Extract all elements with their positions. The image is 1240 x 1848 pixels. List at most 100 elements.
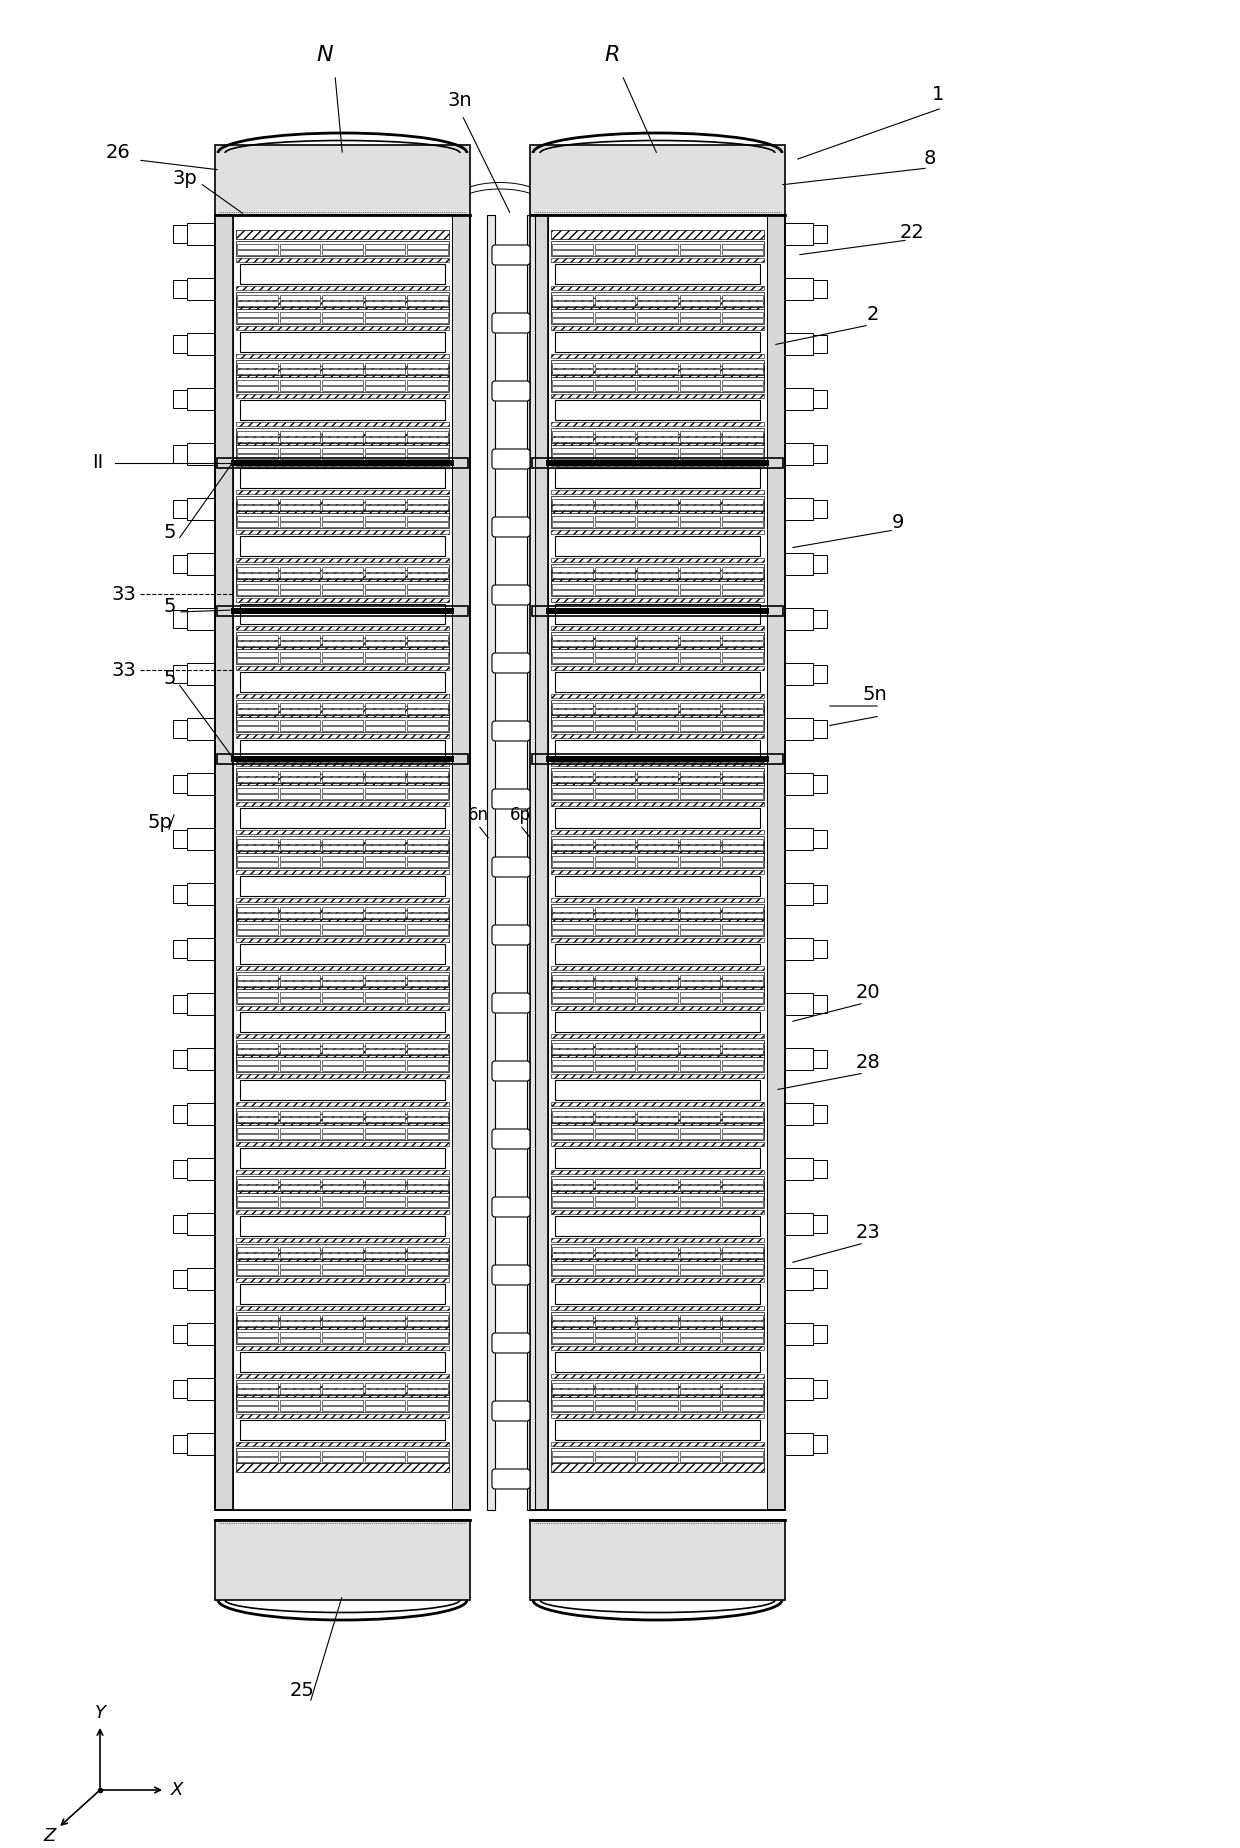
Bar <box>552 573 593 578</box>
Bar <box>241 333 445 351</box>
Bar <box>680 505 720 510</box>
Bar <box>236 580 449 597</box>
Bar <box>551 229 764 238</box>
Bar <box>237 1321 278 1327</box>
Bar <box>637 998 678 1003</box>
Bar <box>723 1264 763 1270</box>
Bar <box>217 754 467 763</box>
Bar <box>551 1397 764 1412</box>
Bar <box>237 856 278 861</box>
Bar <box>408 652 448 658</box>
Text: 8: 8 <box>924 148 936 168</box>
Bar <box>322 1390 363 1393</box>
Bar <box>637 856 678 861</box>
Bar <box>365 312 405 318</box>
Bar <box>241 673 445 691</box>
Text: 5p: 5p <box>148 813 172 832</box>
Bar <box>408 1264 448 1270</box>
Bar <box>237 1401 278 1404</box>
Bar <box>785 553 813 575</box>
Bar <box>241 876 445 896</box>
Bar <box>556 1419 760 1440</box>
Bar <box>365 702 405 708</box>
Bar <box>637 721 678 724</box>
Bar <box>552 710 593 713</box>
Bar <box>595 907 635 913</box>
Bar <box>236 564 449 578</box>
Bar <box>236 429 449 444</box>
Bar <box>551 462 764 466</box>
Bar <box>595 505 635 510</box>
Bar <box>723 296 763 299</box>
Bar <box>556 1353 760 1371</box>
Bar <box>813 941 827 957</box>
Bar <box>236 1260 449 1275</box>
Bar <box>637 436 678 442</box>
Bar <box>680 386 720 392</box>
Bar <box>408 1253 448 1258</box>
Bar <box>595 1201 635 1207</box>
Bar <box>236 1375 449 1379</box>
Bar <box>236 1380 449 1395</box>
Bar <box>637 244 678 249</box>
Bar <box>637 1264 678 1270</box>
Bar <box>813 994 827 1013</box>
Bar <box>237 1451 278 1456</box>
Bar <box>680 1338 720 1343</box>
Bar <box>532 754 782 763</box>
Bar <box>637 1321 678 1327</box>
Bar <box>365 1321 405 1327</box>
Bar <box>279 1401 320 1404</box>
Bar <box>237 658 278 663</box>
Bar <box>365 436 405 442</box>
Bar <box>595 1127 635 1133</box>
Bar <box>551 377 764 392</box>
Bar <box>551 240 764 257</box>
Bar <box>723 312 763 318</box>
Bar <box>365 1135 405 1138</box>
Bar <box>813 1436 827 1453</box>
Bar <box>637 1270 678 1275</box>
Bar <box>723 930 763 935</box>
Bar <box>408 1185 448 1190</box>
Bar <box>723 1042 763 1048</box>
Bar <box>408 1201 448 1207</box>
Bar <box>552 1264 593 1270</box>
Bar <box>236 366 449 375</box>
Bar <box>187 497 215 519</box>
Bar <box>237 710 278 713</box>
FancyBboxPatch shape <box>492 449 529 469</box>
Bar <box>236 1345 449 1351</box>
Bar <box>723 573 763 578</box>
Bar <box>279 658 320 663</box>
Bar <box>236 1114 449 1124</box>
Bar <box>595 839 635 845</box>
Bar <box>556 1013 760 1031</box>
Bar <box>408 1042 448 1048</box>
Bar <box>236 530 449 534</box>
Bar <box>723 776 763 782</box>
Bar <box>785 277 813 299</box>
Bar <box>637 636 678 639</box>
Bar <box>551 1190 764 1199</box>
FancyBboxPatch shape <box>492 312 529 333</box>
Bar <box>680 1247 720 1251</box>
Bar <box>723 652 763 658</box>
Bar <box>551 967 764 970</box>
Bar <box>595 1247 635 1251</box>
Bar <box>552 1382 593 1388</box>
Bar <box>785 608 813 630</box>
Text: 5: 5 <box>164 669 176 687</box>
Bar <box>813 665 827 684</box>
Bar <box>365 771 405 776</box>
Bar <box>595 998 635 1003</box>
Bar <box>551 1183 764 1190</box>
Bar <box>680 976 720 979</box>
Bar <box>187 444 215 466</box>
Bar <box>279 362 320 368</box>
Bar <box>236 1329 449 1343</box>
Bar <box>637 296 678 299</box>
Bar <box>551 1114 764 1124</box>
Bar <box>174 1436 187 1453</box>
Bar <box>237 1196 278 1201</box>
